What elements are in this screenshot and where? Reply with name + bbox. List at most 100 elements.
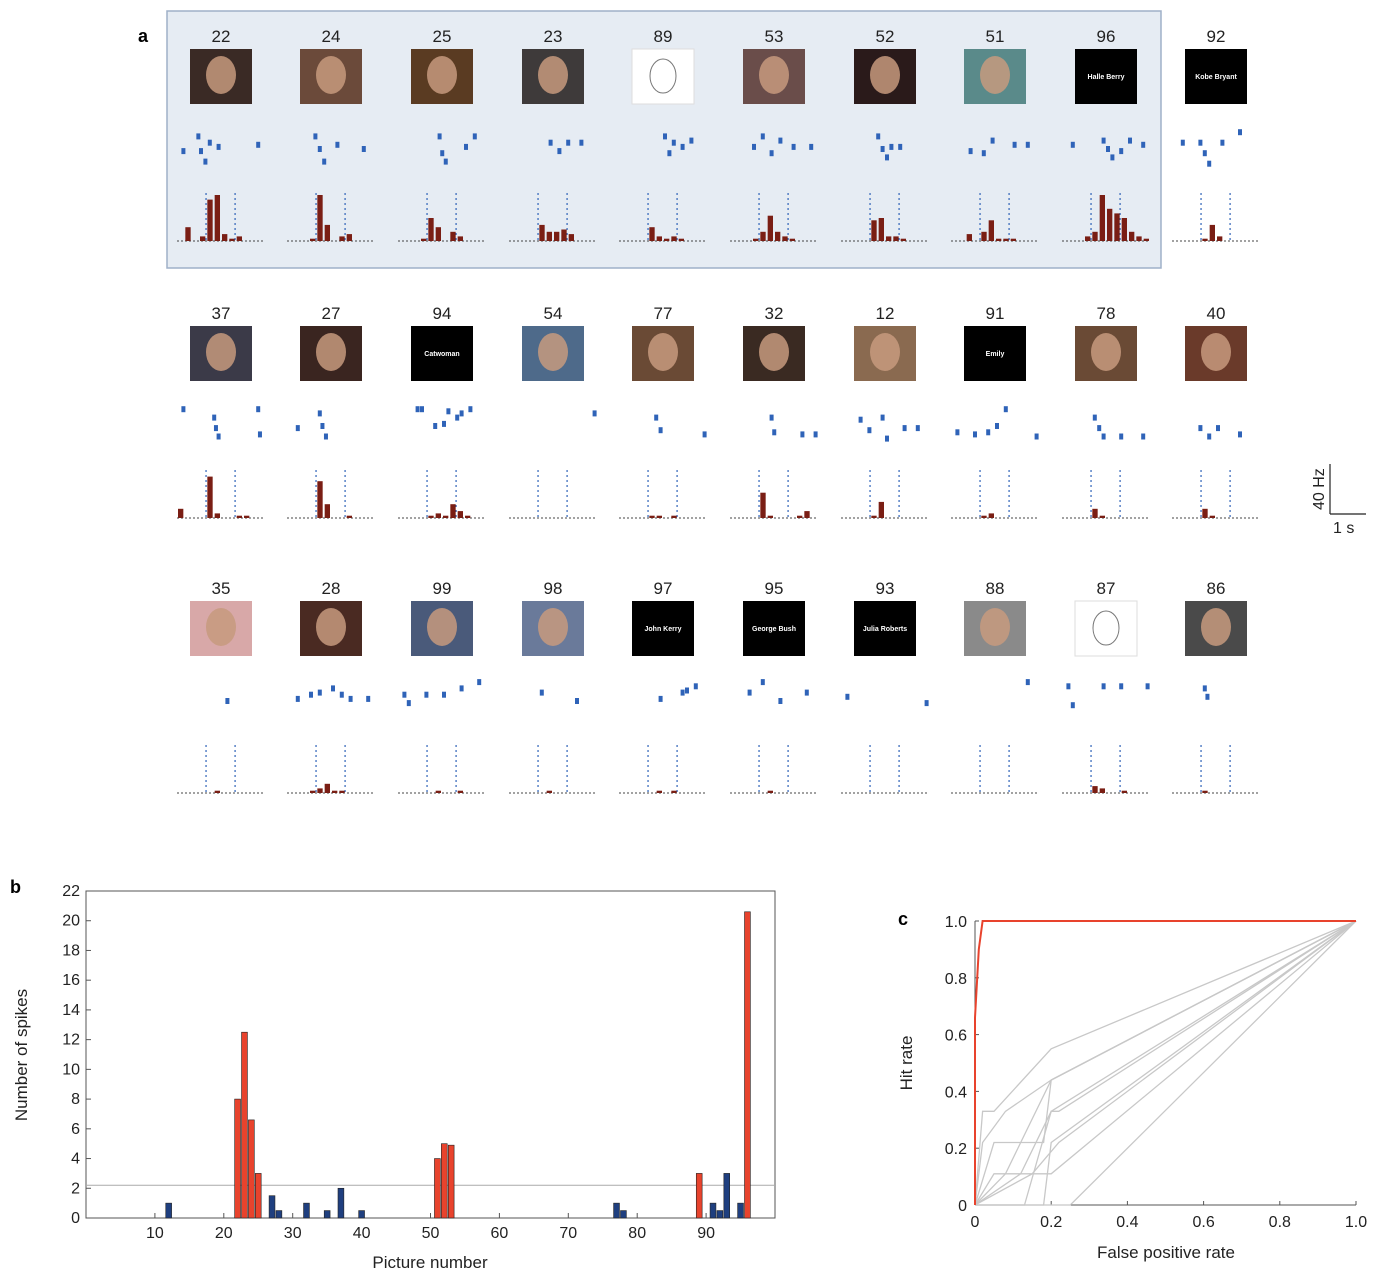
histogram-bar [871,220,877,241]
picture-number: 87 [1097,579,1116,598]
histogram-bar [775,231,781,241]
spike-mark [809,143,814,150]
spike-mark [459,410,464,417]
plot-frame [85,890,776,1219]
panel-c-label: c [898,909,908,929]
histogram-bar [310,238,316,241]
picture-number: 52 [876,27,895,46]
stimulus-cell-2-6: 93 Julia Roberts [841,579,929,794]
histogram-bar [200,236,206,241]
spike-mark [477,679,482,686]
spike-mark [880,414,885,421]
x-tick-label: 0.6 [1192,1214,1214,1231]
picture-number: 25 [433,27,452,46]
spike-mark [420,406,424,413]
x-tick-label: 20 [215,1225,233,1242]
stimulus-cell-1-4: 77 [619,304,707,519]
histogram-bar [207,199,213,241]
stimulus-cell-0-7: 51 [951,27,1039,242]
picture-number: 27 [322,304,341,323]
spike-mark [995,423,999,429]
spike-mark [1128,137,1132,144]
panel-a-label: a [138,26,149,46]
spike-mark [760,679,765,686]
histogram-bar [1099,788,1105,793]
histogram-bar [797,515,803,518]
spike-mark [440,150,445,157]
picture-number: 99 [433,579,452,598]
histogram-bar [966,234,972,241]
picture-number: 77 [654,304,673,323]
histogram-bar [988,513,994,518]
picture-number: 35 [212,579,231,598]
spike-mark [1012,141,1017,148]
face-shape [980,56,1010,94]
stimulus-cell-0-4: 89 [619,27,707,242]
panel-a-rasters: 22 24 25 23 89 53 52 51 96 Halle Berry 37 27 94 Catwo… [177,27,1260,794]
histogram-bar [1092,508,1098,518]
histogram-bar [1003,238,1009,241]
spike-mark [1202,150,1207,157]
spike-mark [339,691,344,698]
picture-number: 12 [876,304,895,323]
x-tick-label: 30 [284,1225,302,1242]
spike-mark [1119,683,1124,690]
spike-mark [317,146,322,152]
stimulus-image [964,326,1026,381]
histogram-bar [450,231,456,241]
spike-mark [981,150,986,157]
spike-mark [1207,160,1212,167]
histogram-bar [324,224,330,241]
face-shape [538,608,568,646]
spike-mark [658,695,663,702]
spike-count-bar [248,1119,255,1219]
histogram-bar [1136,236,1142,241]
spike-count-bar [709,1202,717,1219]
spike-count-bar [268,1195,276,1219]
histogram-bar [244,515,250,518]
spike-mark [437,133,442,140]
scale-bar-vertical-label: 40 Hz [1311,468,1328,510]
histogram-bar [656,790,662,793]
histogram-bar [656,236,662,241]
histogram-bar [678,238,684,241]
stimulus-cell-2-5: 95 George Bush [730,579,818,794]
spike-count-bar [441,1143,448,1219]
panel-b-xlabel: Picture number [372,1253,488,1270]
histogram-bar [214,790,220,793]
y-tick-label: 0.6 [945,1028,967,1045]
histogram-bar [1092,231,1098,241]
spike-mark [968,148,973,155]
spike-mark [1025,679,1030,686]
spike-mark [309,691,313,698]
face-shape [1201,608,1231,646]
histogram-bar [1092,786,1098,793]
spike-mark [898,143,903,150]
picture-number: 97 [654,579,673,598]
spike-mark [361,146,366,152]
spike-mark [256,141,261,148]
histogram-bar [1121,218,1127,241]
histogram-bar [236,515,242,518]
spike-count-bar [447,1144,455,1219]
picture-number: 54 [544,304,563,323]
spike-mark [181,148,186,155]
spike-mark [257,431,262,438]
histogram-bar [421,238,427,241]
spike-mark [203,158,208,165]
stimulus-name-text: John Kerry [645,626,682,633]
histogram-bar [789,238,795,241]
spike-count-bar [234,1098,241,1219]
y-tick-label: 0.8 [945,971,967,988]
spike-count-bar [434,1158,441,1219]
histogram-bar [346,234,352,241]
spike-mark [689,137,694,144]
y-tick-label: 14 [62,1002,80,1019]
spike-mark [845,693,850,700]
histogram-bar [900,238,906,241]
histogram-bar [561,229,567,241]
histogram-bar [443,515,449,518]
spike-mark [902,425,907,432]
spike-count-bar [620,1210,627,1219]
histogram-bar [753,238,759,241]
